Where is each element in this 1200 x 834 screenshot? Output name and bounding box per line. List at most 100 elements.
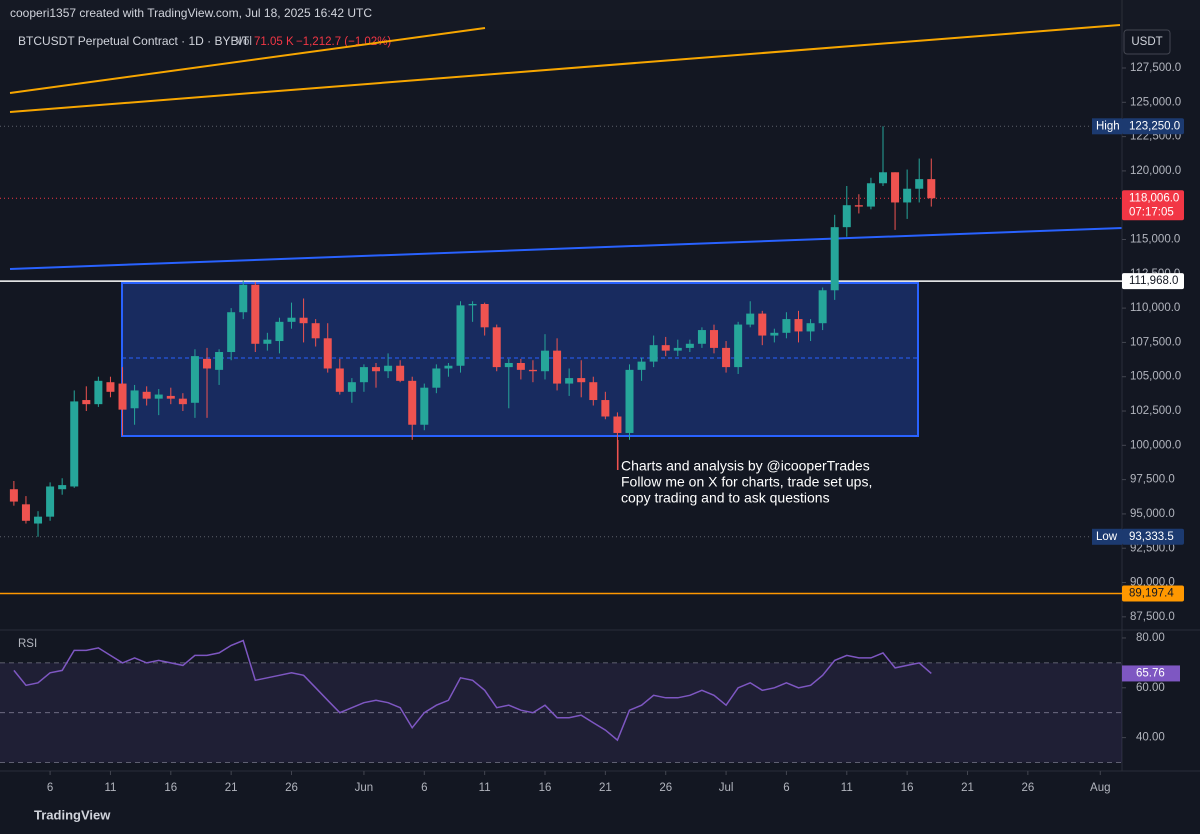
x-tick-label: 11: [479, 782, 491, 794]
symbol: BTCUSDT Perpetual Contract · 1D · BYBIT: [18, 34, 250, 48]
header-bar: [0, 0, 1200, 30]
candle-body: [154, 394, 163, 399]
price-tag: [1122, 190, 1184, 221]
candle-body: [420, 387, 429, 425]
candle-body: [178, 398, 187, 405]
candle-body: [613, 416, 622, 433]
x-tick-label: 6: [783, 782, 789, 794]
candle-body: [758, 313, 767, 336]
y-tick-label: 127,500.0: [1130, 62, 1181, 74]
candle-body: [46, 486, 55, 517]
candle-body: [456, 305, 465, 366]
y-tick-label: 105,000.0: [1130, 371, 1181, 383]
candle-body: [372, 367, 381, 372]
y-tick-label: 97,500.0: [1130, 474, 1175, 486]
candle-body: [118, 383, 127, 410]
price-tag: [1122, 273, 1184, 290]
x-tick-label: Jun: [355, 782, 374, 794]
price-tag-name-box: [1092, 118, 1122, 135]
candle-body: [215, 352, 224, 370]
candle-body: [347, 382, 356, 392]
candle-body: [541, 350, 550, 372]
candle-body: [299, 317, 308, 324]
candle-body: [842, 205, 851, 228]
candle-body: [697, 330, 706, 344]
candle-body: [106, 382, 115, 392]
candle-body: [384, 365, 393, 372]
rsi-band-fill: [0, 662, 1122, 763]
x-tick-label: Aug: [1090, 782, 1110, 794]
candle-body: [335, 368, 344, 392]
x-tick-label: 21: [599, 782, 612, 794]
rsi-tag-label: 65.76: [1136, 667, 1165, 679]
candle-body: [866, 183, 875, 207]
candle-body: [311, 323, 320, 339]
candle-body: [359, 367, 368, 383]
price-tag-name: Low: [1096, 531, 1118, 543]
candle-body: [528, 369, 537, 372]
y-tick-label: 102,500.0: [1130, 405, 1181, 417]
trend-line: [9, 227, 1123, 270]
candle-body: [480, 303, 489, 328]
candle-body: [504, 362, 513, 368]
candle-body: [565, 378, 574, 384]
candle-body: [82, 400, 91, 405]
x-tick-label: 11: [841, 782, 853, 794]
x-tick-label: 16: [901, 782, 914, 794]
y-tick-label: 115,000.0: [1130, 234, 1180, 246]
candle-body: [649, 345, 658, 362]
currency-box: [1123, 29, 1171, 55]
candle-body: [166, 395, 175, 399]
candle-body: [142, 391, 151, 399]
candle-body: [625, 369, 634, 433]
x-tick-label: 21: [961, 782, 974, 794]
candle-body: [553, 350, 562, 384]
x-tick-label: 16: [164, 782, 177, 794]
price-tag-name: High: [1096, 120, 1120, 132]
price-tag: [1122, 118, 1184, 135]
y-tick-label: 100,000.0: [1130, 439, 1181, 451]
annotation: Charts and analysis by @icooperTrades: [621, 458, 870, 474]
candle-body: [854, 205, 863, 207]
candle-body: [34, 516, 43, 524]
x-tick-label: 6: [421, 782, 427, 794]
candle-body: [263, 339, 272, 344]
candle-body: [287, 317, 296, 322]
candle-body: [637, 361, 646, 370]
candle-body: [444, 365, 453, 369]
price-tag: [1122, 585, 1184, 602]
candle-body: [710, 330, 718, 348]
candle-body: [601, 400, 610, 417]
candle-body: [673, 347, 682, 351]
candle-body: [661, 345, 670, 351]
candle-body: [70, 401, 79, 487]
y-tick-label: 92,500.0: [1130, 542, 1175, 554]
candle-body: [516, 362, 525, 370]
candle-body: [818, 290, 827, 324]
candle-body: [770, 332, 779, 336]
candle-body: [396, 365, 405, 381]
candle-body: [251, 284, 260, 344]
trend-line: [9, 24, 1121, 113]
y-tick-label: 125,000.0: [1130, 96, 1181, 108]
price-tag: [1122, 528, 1184, 545]
rsi-title: RSI: [18, 638, 37, 650]
candle-body: [806, 323, 815, 332]
y-tick-label: 40.00: [1136, 732, 1165, 744]
x-tick-label: 21: [225, 782, 238, 794]
candle-body: [492, 327, 501, 368]
candle-body: [589, 382, 598, 401]
candle-body: [577, 378, 586, 383]
attribution: cooperi1357 created with TradingView.com…: [10, 6, 372, 20]
price-tag-label: 111,968.0: [1129, 275, 1178, 287]
x-tick-label: 26: [659, 782, 672, 794]
candle-body: [130, 390, 139, 409]
y-tick-label: 60.00: [1136, 682, 1165, 694]
candle-body: [9, 489, 18, 502]
price-tag-label: 93,333.5: [1129, 531, 1174, 543]
trend-line: [9, 27, 486, 94]
x-tick-label: 26: [285, 782, 298, 794]
